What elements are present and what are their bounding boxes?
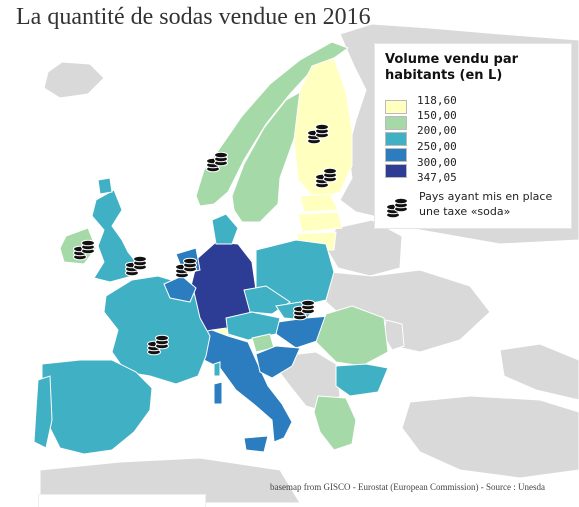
- legend-label-2: 150,00: [417, 109, 457, 122]
- legend-label-6: 347,05: [417, 171, 457, 184]
- soda-tax-markers: [73, 123, 337, 356]
- legend-swatch-3: [385, 132, 407, 146]
- country-bulgaria: [335, 363, 389, 397]
- country-estonia: [299, 193, 339, 213]
- country-latvia: [297, 211, 343, 233]
- coin-stack-icon: [386, 197, 408, 219]
- country-spain: [41, 359, 153, 455]
- country-italy: [191, 329, 293, 443]
- legend-label-3: 200,00: [417, 124, 457, 137]
- coin-stack-ireland: [73, 239, 95, 261]
- country-denmark: [211, 213, 239, 245]
- legend-swatch-5: [385, 164, 407, 178]
- island-corsica: [213, 361, 221, 377]
- legend-tax-label: Pays ayant mis en place une taxe «soda»: [419, 190, 553, 218]
- country-france: [103, 275, 211, 385]
- legend-label-1: 118,60: [417, 94, 457, 107]
- coin-stack-latvia: [315, 167, 337, 189]
- footer-box: [38, 494, 206, 507]
- island-sicily: [243, 435, 269, 453]
- legend-title: Volume vendu par habitants (en L): [385, 52, 519, 83]
- legend-swatch-1: [385, 100, 407, 114]
- country-sweden: [231, 89, 305, 223]
- coin-stack-finland: [307, 123, 329, 145]
- iceland-nodata: [43, 61, 105, 99]
- island-sardinia: [213, 381, 223, 405]
- legend-label-5: 300,00: [417, 156, 457, 169]
- country-portugal: [33, 375, 53, 449]
- island-scotland-north: [97, 177, 113, 195]
- legend-label-4: 250,00: [417, 140, 457, 153]
- coin-stack-hungary: [293, 299, 315, 321]
- caucasus-nodata: [499, 343, 579, 401]
- country-romania: [315, 305, 389, 367]
- coin-stack-united-kingdom: [125, 255, 147, 277]
- legend: Volume vendu par habitants (en L) 118,60…: [374, 43, 572, 229]
- country-greece: [313, 395, 357, 451]
- coin-stack-norway: [206, 151, 228, 173]
- north-africa-nodata: [39, 457, 301, 503]
- country-croatia: [255, 345, 301, 379]
- coin-stack-france: [147, 334, 169, 356]
- map-credits: basemap from GISCO - Eurostat (European …: [270, 482, 545, 492]
- turkey-nodata: [401, 395, 579, 479]
- map-title: La quantité de sodas vendue en 2016: [16, 4, 371, 30]
- legend-swatch-2: [385, 116, 407, 130]
- country-austria: [225, 311, 281, 341]
- data-countries: [33, 41, 389, 455]
- coin-stack-belgium: [175, 257, 197, 279]
- legend-swatch-4: [385, 148, 407, 162]
- legend-coin-stack: [386, 197, 408, 219]
